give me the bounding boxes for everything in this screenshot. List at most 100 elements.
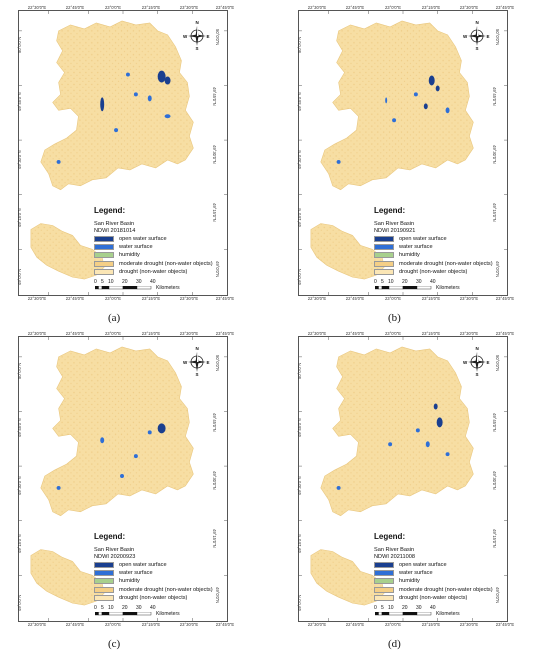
latitude-tick-label: 49°30'0"N [212, 471, 218, 490]
legend-item-label: drought (non-water objects) [399, 268, 468, 275]
scale-tick-label: 0 [374, 278, 377, 285]
scale-unit-label: Kilometers [156, 610, 180, 617]
scale-tick-label: 40 [150, 278, 156, 285]
latitude-tick-label: 49°45'0"N [212, 413, 218, 432]
longitude-tick-label: 23°0'0"E [104, 622, 122, 627]
scale-tick-label: 10 [388, 278, 394, 285]
compass-w-label: W [463, 33, 468, 39]
water-body [157, 70, 166, 83]
legend-item: moderate drought (non-water objects) [374, 260, 534, 268]
latitude-tick-label: 49°30'0"N [492, 145, 498, 164]
map-panel-d: 22°30'0"E 22°30'0"E 22°45'0"E 22°45'0"E 23°0… [288, 330, 548, 658]
compass-w-label: W [183, 33, 188, 39]
legend-item-label: drought (non-water objects) [119, 268, 188, 275]
legend-item-label: humidity [119, 578, 140, 585]
water-body [425, 441, 430, 448]
scale-bar: 0 5 10 20 30 40 Kilometers [374, 605, 534, 619]
map-panel-c: 22°30'0"E 22°30'0"E 22°45'0"E 22°45'0"E 23°0… [8, 330, 268, 658]
panel-caption: (a) [108, 312, 121, 324]
latitude-tick-label: 49°30'0"N [297, 476, 302, 495]
legend-item: humidity [374, 251, 534, 259]
longitude-tick-label: 23°0'0"E [384, 331, 402, 336]
scale-tick-label: 40 [150, 604, 156, 611]
legend-swatch [374, 268, 394, 275]
scale-tick-label: 10 [388, 604, 394, 611]
longitude-tick-label: 23°0'0"E [104, 5, 122, 10]
latitude-tick-label: 50°0'0"N [214, 355, 220, 372]
compass-e-label: E [486, 33, 490, 39]
scale-tick-label: 40 [430, 278, 436, 285]
longitude-tick-label: 22°45'0"E [65, 5, 85, 10]
longitude-tick-label: 23°30'0"E [179, 5, 199, 10]
legend-item-label: open water surface [119, 562, 167, 569]
basin-map [19, 337, 227, 621]
basin-map [19, 11, 227, 295]
compass-n-label: N [475, 20, 479, 25]
map-legend: Legend: San River Basin NDWI 20190921 open … [374, 206, 534, 293]
legend-swatch [94, 236, 114, 243]
latitude-tick-label: 49°15'0"N [297, 534, 302, 553]
latitude-tick-label: 49°0'0"N [297, 268, 302, 285]
map-frame: 22°30'0"E 22°30'0"E 22°45'0"E 22°45'0"E 23°0… [17, 5, 234, 301]
legend-basin-name: San River Basin [94, 221, 135, 227]
water-body [100, 437, 105, 444]
scale-tick-label: 30 [136, 604, 142, 611]
basin-main-region [40, 346, 194, 517]
longitude-tick-label: 23°30'0"E [459, 331, 479, 336]
map-legend: Legend: San River Basin NDWI 20181014 open … [94, 206, 254, 293]
latitude-tick-label: 49°45'0"N [297, 418, 302, 437]
legend-swatch [374, 578, 394, 585]
legend-ndwi-date: NDWI 20211008 [374, 554, 415, 560]
longitude-tick-label: 22°45'0"E [65, 622, 85, 627]
latitude-tick-label: 49°45'0"N [212, 87, 218, 106]
legend-item-label: drought (non-water objects) [119, 594, 188, 601]
legend-item: drought (non-water objects) [94, 268, 254, 276]
legend-swatch [94, 578, 114, 585]
latitude-tick-label: 49°15'0"N [297, 208, 302, 227]
legend-title: Legend: [94, 532, 126, 541]
legend-swatch [374, 594, 394, 601]
water-body [100, 97, 105, 112]
north-arrow-compass-icon: N S W E [463, 346, 490, 377]
scale-unit-label: Kilometers [156, 284, 180, 291]
water-body [147, 430, 152, 435]
compass-w-label: W [183, 359, 188, 365]
legend-item: open water surface [94, 561, 254, 569]
longitude-tick-label: 23°30'0"E [459, 622, 479, 627]
legend-item: open water surface [374, 561, 534, 569]
longitude-tick-label: 22°30'0"E [307, 622, 327, 627]
legend-ndwi-date: NDWI 20181014 [94, 228, 136, 234]
scale-tick-label: 0 [374, 604, 377, 611]
legend-item-label: water surface [399, 244, 433, 251]
latitude-tick-label: 49°0'0"N [17, 594, 22, 611]
latitude-tick-label: 49°30'0"N [17, 476, 22, 495]
legend-item: drought (non-water objects) [374, 594, 534, 602]
water-body [413, 92, 418, 97]
legend-swatch [94, 594, 114, 601]
scale-tick-label: 5 [381, 278, 384, 285]
longitude-tick-label: 22°45'0"E [345, 296, 365, 301]
legend-swatch [374, 236, 394, 243]
longitude-tick-label: 23°30'0"E [459, 5, 479, 10]
latitude-tick-label: 50°0'0"N [297, 36, 302, 53]
water-body [133, 92, 138, 97]
legend-basin-name: San River Basin [374, 221, 415, 227]
legend-ndwi-date: NDWI 20190921 [374, 228, 416, 234]
longitude-tick-label: 22°45'0"E [65, 296, 85, 301]
legend-item: water surface [94, 243, 254, 251]
legend-item: water surface [374, 569, 534, 577]
map-legend: Legend: San River Basin NDWI 20211008 open … [374, 532, 534, 619]
legend-item-label: moderate drought (non-water objects) [119, 586, 213, 593]
longitude-tick-label: 23°45'0"E [495, 622, 515, 627]
basin-main-region [320, 20, 474, 191]
longitude-tick-label: 23°15'0"E [141, 331, 161, 336]
map-panel-b: 22°30'0"E 22°30'0"E 22°45'0"E 22°45'0"E 23°0… [288, 4, 548, 332]
legend-item-label: humidity [119, 252, 140, 259]
longitude-tick-label: 23°45'0"E [215, 296, 235, 301]
latitude-tick-label: 49°45'0"N [492, 413, 498, 432]
scale-unit-label: Kilometers [436, 610, 460, 617]
latitude-tick-label: 49°45'0"N [492, 87, 498, 106]
longitude-tick-label: 23°30'0"E [179, 331, 199, 336]
latitude-tick-label: 49°45'0"N [17, 92, 22, 111]
scale-tick-label: 0 [94, 604, 97, 611]
